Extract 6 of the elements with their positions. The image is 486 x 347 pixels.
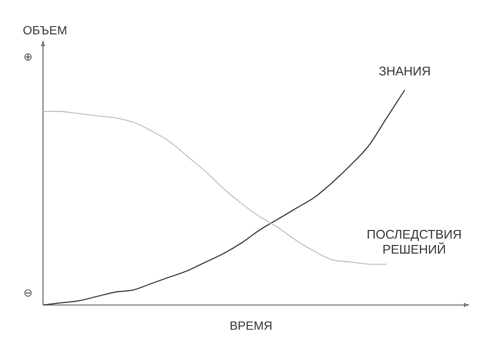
series-label: ЗНАНИЯ	[379, 66, 430, 76]
y-axis-title: ОБЪЕМ	[23, 26, 66, 34]
x-axis-title: ВРЕМЯ	[230, 322, 272, 330]
text: ⊖	[24, 289, 32, 297]
text: ⊕	[24, 53, 32, 61]
series-label: ПОСЛЕДСТВИЯ РЕШЕНИЙ	[368, 230, 461, 254]
